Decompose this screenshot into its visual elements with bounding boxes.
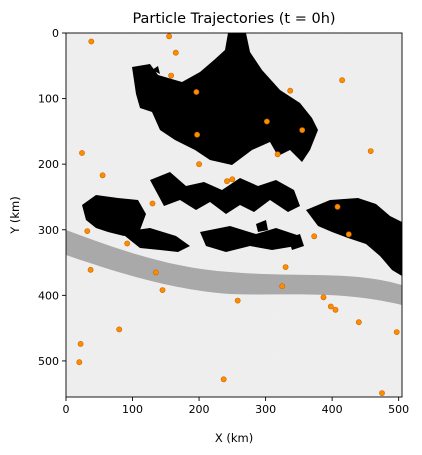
particle-point-5 [339,77,345,84]
particle-point-33 [355,319,362,326]
y-tick-label-5: 400 [38,289,59,302]
y-tick-label-6: 500 [38,355,59,368]
particle-markers [76,33,400,396]
landmasses [82,33,402,276]
particle-point-28 [159,287,166,293]
particle-point-6 [193,89,200,95]
particle-point-10 [194,131,200,138]
particle-point-20 [84,228,91,234]
landmass-southwest [120,228,190,252]
y-tick-label-3: 200 [38,158,59,171]
velocity-field-background [66,33,402,397]
particle-point-38 [220,376,227,383]
particle-point-32 [332,306,339,313]
landmass-central [150,172,300,214]
x-axis-ticks: 0 100 200 300 400 500 [63,397,409,416]
dark-band [66,230,402,305]
particle-point-4 [168,72,174,79]
particle-point-39 [379,390,385,396]
particle-point-1 [88,38,95,45]
particle-point-30 [234,297,241,304]
landmass-islet-3 [152,66,160,74]
particle-point-9 [299,127,306,134]
landmass-islet-2 [256,220,268,232]
particle-point-14 [196,161,202,168]
particle-point-31 [327,303,334,310]
landmass-east [306,198,402,276]
particle-point-29 [320,294,327,301]
x-tick-label-6: 500 [388,403,409,416]
particle-point-26 [152,269,159,276]
particle-point-35 [393,329,400,335]
x-tick-label-4: 300 [255,403,276,416]
x-tick-label-2: 100 [122,403,143,416]
particle-point-17 [224,178,230,185]
plot-frame [65,32,403,398]
particle-point-11 [79,150,85,156]
particle-point-15 [99,172,106,179]
particle-point-7 [287,87,294,94]
chart-title: Particle Trajectories (t = 0h) [132,11,335,27]
y-tick-label-2: 100 [38,93,59,106]
x-tick-label-1: 0 [63,403,70,416]
particle-point-16 [229,176,236,183]
landmass-north [132,33,318,165]
particle-point-27 [279,283,286,290]
particle-point-13 [274,151,281,158]
y-axis-ticks: 0 100 200 300 400 500 [38,27,66,368]
x-tick-label-5: 400 [322,403,343,416]
y-tick-label-1: 0 [52,27,59,40]
particle-point-12 [367,148,374,154]
particle-point-19 [334,203,341,210]
landmass-south-central [200,226,300,252]
particle-point-36 [77,340,84,347]
particle-point-8 [263,118,270,125]
y-axis-label: Y (km) [8,196,22,235]
particle-point-18 [149,200,156,207]
particle-point-23 [124,240,131,247]
particle-point-22 [311,233,318,240]
y-tick-label-4: 300 [38,224,59,237]
particle-point-24 [282,264,289,270]
particle-point-2 [166,33,172,40]
particle-point-3 [172,49,179,56]
landmass-islet-1 [288,234,304,250]
particle-point-25 [87,266,94,273]
particle-point-37 [76,359,83,366]
x-axis-label: X (km) [215,431,253,445]
particle-point-21 [345,231,352,238]
landmass-west [82,195,146,236]
particle-point-34 [116,326,123,333]
x-tick-label-3: 200 [189,403,210,416]
